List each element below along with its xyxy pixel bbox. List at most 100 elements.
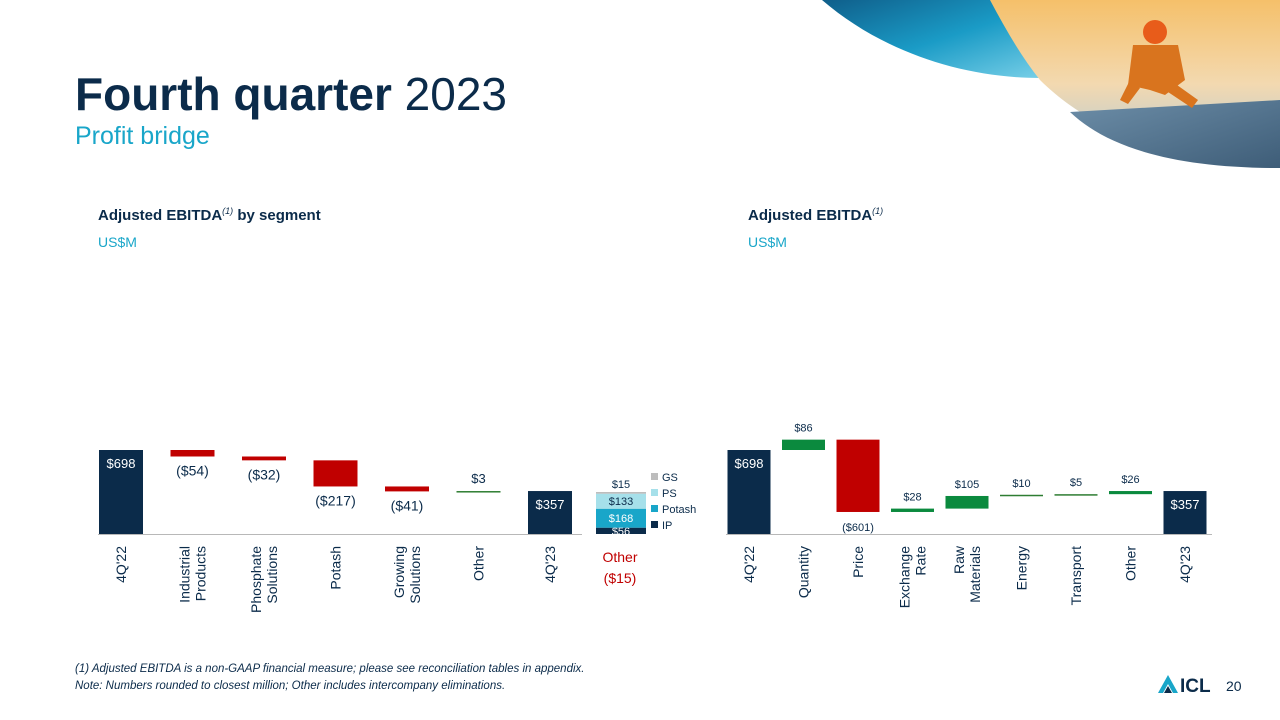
legend-swatch-2: [651, 505, 658, 512]
value-label-0-5: $3: [471, 471, 485, 486]
category-label-1-3: ExchangeRate: [897, 546, 929, 608]
category-label-1-2-text: Price: [850, 546, 866, 578]
category-label-1-4-text: RawMaterials: [951, 545, 983, 603]
category-label-1-0-text: 4Q'22: [741, 546, 757, 583]
value-label-0-4: ($41): [391, 497, 424, 513]
left-chart-unit: US$M: [98, 234, 137, 250]
bar-1-5: [1000, 494, 1043, 497]
legend-label-1: PS: [662, 488, 677, 500]
category-label-1-7-text: Other: [1123, 546, 1139, 581]
bar-1-4: [945, 495, 989, 509]
breakdown-total-label: ($15): [604, 570, 637, 586]
category-label-0-5-line: Other: [471, 546, 487, 581]
page-title: Fourth quarter 2023: [75, 68, 508, 120]
category-label-0-4-line: Growing: [391, 546, 407, 598]
category-label-1-8: 4Q'23: [1177, 546, 1193, 583]
bar-0-1: [170, 450, 215, 457]
category-label-1-3-text: ExchangeRate: [897, 546, 929, 608]
category-label-1-6-text: Transport: [1068, 546, 1084, 606]
value-label-1-4: $105: [955, 479, 979, 491]
solar-panel-shape: [1070, 100, 1280, 168]
category-label-0-4-line: Solutions: [407, 546, 423, 604]
footnote-ebitda: (1) Adjusted EBITDA is a non-GAAP financ…: [75, 663, 585, 675]
bar-1-6: [1054, 494, 1098, 496]
category-label-1-1: Quantity: [796, 546, 812, 598]
breakdown-value-1: $168: [609, 513, 633, 525]
category-label-1-2: Price: [850, 546, 866, 578]
category-label-1-4-line: Raw: [951, 545, 967, 574]
worker-figure: [1120, 20, 1198, 108]
hero-banner: [822, 0, 1280, 168]
value-label-1-5: $10: [1012, 478, 1030, 490]
category-label-0-0-line: 4Q'22: [113, 546, 129, 583]
bar-1-0: [727, 450, 771, 534]
category-label-1-3-line: Rate: [913, 546, 929, 576]
icl-logo: ICL: [1158, 675, 1211, 697]
category-label-1-1-text: Quantity: [796, 546, 812, 598]
category-label-1-0: 4Q'22: [741, 546, 757, 583]
category-label-1-5-line: Energy: [1014, 546, 1030, 590]
category-label-1-1-line: Quantity: [796, 546, 812, 598]
category-label-0-3-line: Potash: [328, 546, 344, 590]
right-chart-title: Adjusted EBITDA(1): [748, 206, 884, 224]
breakdown-value-2: $133: [609, 496, 633, 508]
category-label-0-6-line: 4Q'23: [542, 546, 558, 583]
bar-1-8: [1163, 491, 1207, 534]
category-label-0-2-text: PhosphateSolutions: [248, 546, 280, 613]
value-label-0-1: ($54): [176, 462, 209, 478]
bar-1-1: [782, 439, 825, 450]
category-label-1-3-line: Exchange: [897, 546, 913, 608]
category-label-1-7-line: Other: [1123, 546, 1139, 581]
value-label-1-6: $5: [1070, 477, 1082, 489]
category-label-0-6: 4Q'23: [542, 546, 558, 583]
category-label-0-3-text: Potash: [328, 546, 344, 590]
bar-1-7: [1109, 491, 1152, 495]
logo-wordmark: ICL: [1180, 676, 1211, 697]
category-label-0-5: Other: [471, 546, 487, 581]
category-label-1-6-line: Transport: [1068, 546, 1084, 606]
value-label-0-6: $357: [536, 497, 565, 512]
footnote-rounding: Note: Numbers rounded to closest million…: [75, 680, 506, 692]
page-number: 20: [1226, 678, 1242, 694]
category-label-1-8-text: 4Q'23: [1177, 546, 1193, 583]
category-label-0-4: GrowingSolutions: [391, 546, 423, 604]
bar-1-3: [891, 508, 934, 512]
category-label-1-0-line: 4Q'22: [741, 546, 757, 583]
breakdown-segment-2: [596, 493, 646, 509]
breakdown-segment-1: [596, 508, 646, 528]
legend-label-0: GS: [662, 472, 678, 484]
legend-label-3: IP: [662, 520, 672, 532]
category-label-0-3: Potash: [328, 546, 344, 590]
breakdown-segment-0: [596, 527, 646, 534]
breakdown-value-3: $15: [612, 479, 630, 491]
legend-swatch-0: [651, 473, 658, 480]
left-chart-title: Adjusted EBITDA(1) by segment: [98, 206, 321, 224]
category-label-0-2-line: Phosphate: [248, 546, 264, 613]
category-label-0-2: PhosphateSolutions: [248, 546, 280, 613]
value-label-1-0: $698: [735, 456, 764, 471]
value-label-0-0: $698: [107, 456, 136, 471]
category-label-1-6: Transport: [1068, 546, 1084, 606]
category-label-1-8-line: 4Q'23: [1177, 546, 1193, 583]
bar-0-4: [385, 486, 429, 492]
legend-swatch-1: [651, 489, 658, 496]
value-label-0-3: ($217): [315, 492, 355, 508]
bar-1-2: [836, 439, 880, 512]
breakdown-category-label: Other: [602, 549, 637, 565]
bar-0-0: [99, 450, 143, 534]
category-label-1-2-line: Price: [850, 546, 866, 578]
logo-mark-shape: [1158, 675, 1178, 693]
value-label-1-2: ($601): [842, 522, 874, 534]
value-label-1-8: $357: [1171, 497, 1200, 512]
legend-swatch-3: [651, 521, 658, 528]
category-label-0-1: IndustrialProducts: [177, 546, 209, 603]
category-label-1-7: Other: [1123, 546, 1139, 581]
value-label-1-7: $26: [1121, 474, 1139, 486]
category-label-0-1-text: IndustrialProducts: [177, 546, 209, 603]
category-label-1-5-text: Energy: [1014, 546, 1030, 590]
category-label-0-1-line: Industrial: [177, 546, 193, 603]
category-label-0-0: 4Q'22: [113, 546, 129, 583]
category-label-0-0-text: 4Q'22: [113, 546, 129, 583]
value-label-0-2: ($32): [248, 466, 281, 482]
